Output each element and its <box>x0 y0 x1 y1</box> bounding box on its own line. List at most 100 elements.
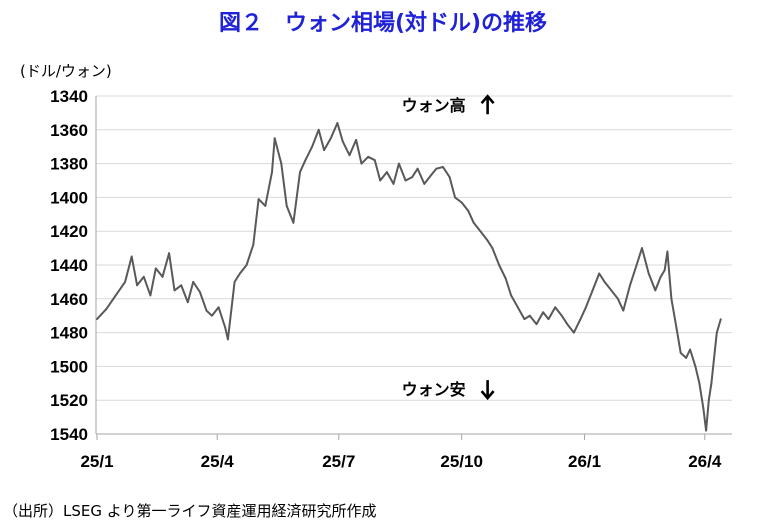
data-point-75 <box>566 323 569 325</box>
data-point-0 <box>96 318 98 320</box>
data-point-25 <box>257 198 260 201</box>
data-point-93 <box>670 297 673 300</box>
data-point-50 <box>411 176 414 179</box>
x-tick-25-4: 25/4 <box>201 452 235 471</box>
arrow-up-icon <box>480 94 495 115</box>
data-point-40 <box>348 154 351 157</box>
data-point-3 <box>124 281 126 283</box>
data-point-104 <box>713 357 715 359</box>
data-point-54 <box>435 167 438 170</box>
data-point-6 <box>142 275 145 278</box>
data-point-74 <box>560 314 563 317</box>
data-point-101 <box>705 429 707 432</box>
y-tick-1420: 1420 <box>50 222 88 241</box>
data-point-106 <box>719 318 722 320</box>
data-point-18 <box>217 306 220 309</box>
data-point-34 <box>311 145 313 148</box>
data-point-11 <box>173 289 176 292</box>
x-tick-labels: 25/1 25/4 25/7 25/10 26/1 26/4 <box>80 452 721 471</box>
series-layer <box>96 122 722 432</box>
data-point-28 <box>273 137 276 140</box>
data-point-95 <box>679 352 682 354</box>
data-point-41 <box>355 139 357 141</box>
data-point-58 <box>460 201 463 204</box>
x-tick-26-1: 26/1 <box>568 452 601 471</box>
data-point-56 <box>448 176 451 179</box>
y-tick-1380: 1380 <box>50 155 88 174</box>
data-point-15 <box>199 291 201 293</box>
data-point-38 <box>336 122 339 124</box>
data-point-49 <box>404 179 407 182</box>
data-point-19 <box>224 326 227 329</box>
data-point-71 <box>542 311 544 314</box>
data-point-10 <box>168 252 171 255</box>
data-point-91 <box>663 269 666 271</box>
data-point-35 <box>317 128 320 131</box>
data-point-45 <box>379 179 382 182</box>
data-point-36 <box>323 149 325 152</box>
data-point-32 <box>299 171 301 174</box>
data-point-62 <box>486 238 488 241</box>
data-point-29 <box>280 162 283 165</box>
data-point-51 <box>416 167 419 170</box>
data-point-77 <box>579 318 582 320</box>
data-point-55 <box>442 166 444 168</box>
data-point-22 <box>239 272 241 275</box>
data-point-52 <box>423 183 426 185</box>
data-point-37 <box>329 137 332 140</box>
data-point-70 <box>535 323 538 325</box>
data-point-1 <box>105 308 108 310</box>
data-point-12 <box>180 284 183 287</box>
data-point-57 <box>454 196 456 199</box>
data-point-16 <box>205 309 208 312</box>
y-tick-1480: 1480 <box>50 324 88 343</box>
data-point-100 <box>702 407 705 410</box>
data-point-48 <box>398 162 400 165</box>
data-point-4 <box>130 255 133 258</box>
y-tick-1440: 1440 <box>50 256 88 275</box>
data-point-13 <box>186 301 189 304</box>
y-tick-labels: 1340 1360 1380 1400 1420 1440 1460 1480 1500 1520… <box>50 87 88 444</box>
data-point-17 <box>211 314 213 317</box>
x-tick-26-4: 26/4 <box>688 452 722 471</box>
y-tick-1400: 1400 <box>50 188 88 207</box>
data-point-59 <box>467 210 470 212</box>
data-point-92 <box>666 250 669 253</box>
data-point-31 <box>292 221 295 224</box>
data-point-43 <box>367 155 370 158</box>
data-point-9 <box>161 275 164 278</box>
y-tick-1340: 1340 <box>50 87 88 106</box>
data-point-2 <box>114 294 117 297</box>
data-point-81 <box>603 281 606 283</box>
data-point-26 <box>264 205 267 207</box>
arrow-down-icon <box>480 380 495 401</box>
y-tick-1500: 1500 <box>50 357 88 376</box>
data-point-14 <box>192 281 195 283</box>
x-tick-25-7: 25/7 <box>322 452 355 471</box>
data-point-87 <box>641 247 643 250</box>
data-point-73 <box>554 306 557 309</box>
data-point-69 <box>528 314 531 317</box>
data-point-60 <box>472 221 475 224</box>
x-tick-25-10: 25/10 <box>440 452 483 471</box>
chart-title: 図２ ウォン相場(対ドル)の推移 <box>219 10 547 36</box>
data-point-72 <box>547 318 550 320</box>
data-point-97 <box>689 348 691 351</box>
data-point-53 <box>430 174 432 177</box>
data-point-98 <box>694 365 697 368</box>
data-point-66 <box>510 294 512 297</box>
axes <box>95 96 732 440</box>
data-point-65 <box>504 277 507 280</box>
data-point-30 <box>285 205 288 207</box>
annotation-won-strong: ウォン高 <box>402 96 466 115</box>
data-point-44 <box>373 159 376 162</box>
y-tick-1540: 1540 <box>50 425 88 444</box>
data-point-90 <box>659 275 662 278</box>
data-point-86 <box>635 264 638 266</box>
data-point-21 <box>233 281 236 283</box>
data-point-103 <box>710 382 713 385</box>
data-point-89 <box>654 289 657 292</box>
data-point-96 <box>685 357 687 359</box>
data-point-76 <box>573 331 575 334</box>
